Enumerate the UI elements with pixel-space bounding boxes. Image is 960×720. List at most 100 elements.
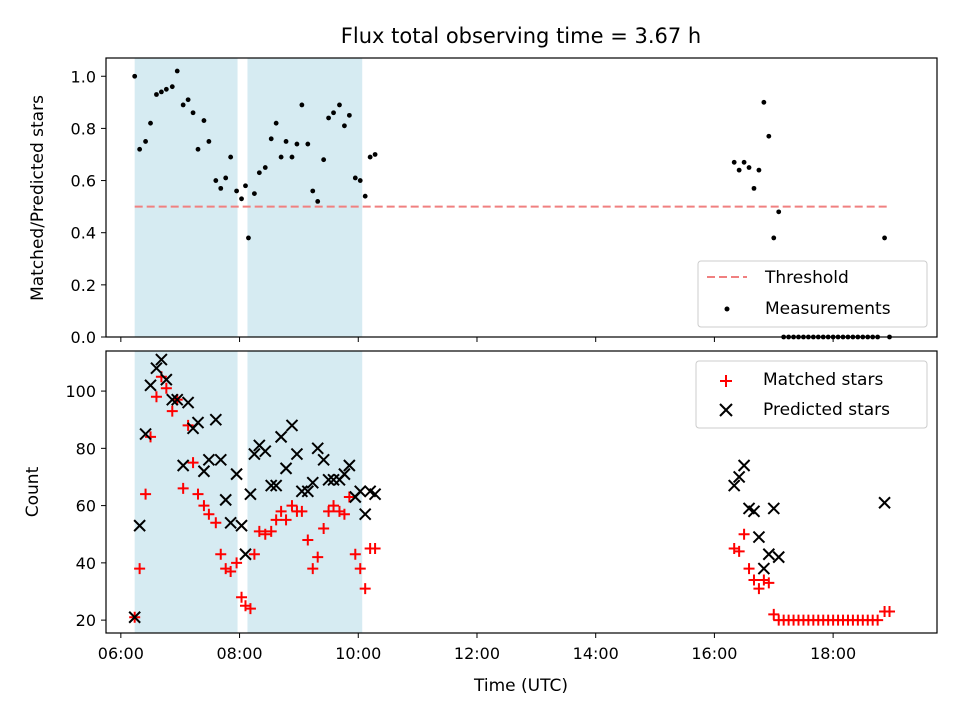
bottom-y-tick-label: 80 (76, 439, 96, 458)
measurement-point (239, 196, 244, 202)
matched-star-point (296, 505, 308, 517)
measurement-point (185, 97, 191, 103)
measurement-point (289, 154, 295, 160)
predicted-star-point (878, 496, 891, 509)
matched-star-point (354, 563, 366, 575)
measurement-point (228, 154, 234, 160)
measurement-point (143, 139, 148, 144)
top-legend-box (697, 260, 928, 328)
measurement-point (299, 102, 305, 108)
measurement-point (148, 120, 153, 126)
predicted-star-point (219, 493, 232, 507)
matched-star-point (307, 563, 319, 575)
measurement-point (766, 133, 772, 139)
measurement-point (771, 235, 777, 241)
legend-threshold-label: Threshold (764, 268, 849, 288)
predicted-star-point (150, 361, 163, 375)
matched-star-point (763, 577, 775, 589)
matched-star-point (259, 528, 271, 540)
top-y-tick-label: 0.6 (71, 172, 96, 191)
matched-star-point (177, 482, 189, 494)
measurement-point (362, 193, 368, 199)
bottom-panel-frame (105, 350, 938, 634)
matched-star-point (145, 431, 157, 443)
predicted-star-point (197, 465, 211, 478)
measurement-point (268, 136, 274, 142)
predicted-star-point (274, 430, 288, 444)
predicted-star-point (322, 473, 335, 487)
matched-star-point (166, 405, 178, 417)
predicted-star-point (139, 427, 152, 441)
matched-star-point (248, 548, 260, 560)
measurement-point (273, 120, 279, 126)
x-tick-label: 12:00 (454, 644, 500, 663)
matched-star-point (302, 534, 314, 546)
matched-star-point (160, 382, 172, 394)
matched-star-point (275, 505, 287, 517)
predicted-star-point (224, 516, 237, 529)
bottom-y-axis-label: Count (23, 466, 43, 517)
measurement-point (310, 188, 316, 194)
matched-star-point (738, 528, 750, 540)
predicted-star-point (311, 442, 324, 455)
predicted-star-point (248, 447, 261, 461)
measurement-point (776, 209, 782, 215)
predicted-star-point (265, 479, 278, 492)
predicted-star-point (757, 562, 771, 575)
measurement-point (882, 235, 887, 241)
matched-star-point (280, 514, 292, 526)
matched-star-point (359, 583, 371, 595)
measurement-point (283, 139, 289, 144)
predicted-star-point (209, 413, 223, 426)
measurement-point (180, 102, 186, 108)
predicted-star-point (171, 393, 184, 406)
measurement-point (234, 188, 239, 194)
matched-star-point (187, 457, 199, 469)
predicted-star-point (306, 476, 319, 489)
legend-matched-label: Matched stars (763, 370, 883, 390)
predicted-star-point (269, 479, 283, 492)
predicted-star-point (279, 462, 293, 475)
predicted-star-point (160, 373, 173, 386)
measurement-point (137, 146, 143, 152)
measurement-point (756, 167, 762, 173)
predicted-star-point (354, 485, 367, 498)
legend-matched-marker (720, 375, 732, 387)
predicted-star-point (155, 353, 168, 366)
measurement-point (218, 185, 224, 191)
bottom-y-tick-label: 100 (65, 382, 96, 401)
top-y-tick-label: 0.0 (71, 328, 96, 347)
predicted-star-point (301, 485, 315, 498)
measurement-point (201, 118, 207, 123)
top-panel-shading (134, 58, 363, 337)
predicted-star-point (727, 479, 741, 492)
matched-star-point (733, 545, 745, 557)
measurement-point (213, 178, 219, 183)
matched-star-point (198, 500, 210, 512)
matched-star-point (265, 525, 277, 537)
predicted-star-point (317, 453, 330, 466)
measurement-point (357, 178, 363, 183)
matched-star-point (286, 500, 298, 512)
matched-star-point (349, 548, 361, 560)
matched-star-point (244, 603, 256, 615)
matched-star-point (338, 508, 350, 520)
measurement-point (190, 110, 196, 116)
predicted-star-point (767, 502, 780, 515)
top-panel-axes: 0.0 0.2 0.4 0.6 0.8 1.0 (71, 67, 834, 347)
matched-star-point (182, 419, 194, 431)
top-panel-frame (105, 57, 938, 338)
predicted-star-point (191, 416, 205, 429)
x-tick-label: 14:00 (573, 644, 619, 663)
top-y-tick-label: 0.4 (71, 224, 96, 243)
predicted-star-point (358, 507, 372, 521)
measurement-point (243, 183, 248, 189)
matched-star-point (743, 563, 755, 575)
predicted-star-point (230, 467, 243, 481)
observing-window-shade (247, 58, 363, 337)
measurement-point (154, 92, 159, 97)
measurement-point (326, 115, 331, 121)
predicted-star-point (133, 519, 146, 532)
predicted-star-point (235, 519, 248, 532)
legend-predicted-label: Predicted stars (763, 400, 890, 420)
